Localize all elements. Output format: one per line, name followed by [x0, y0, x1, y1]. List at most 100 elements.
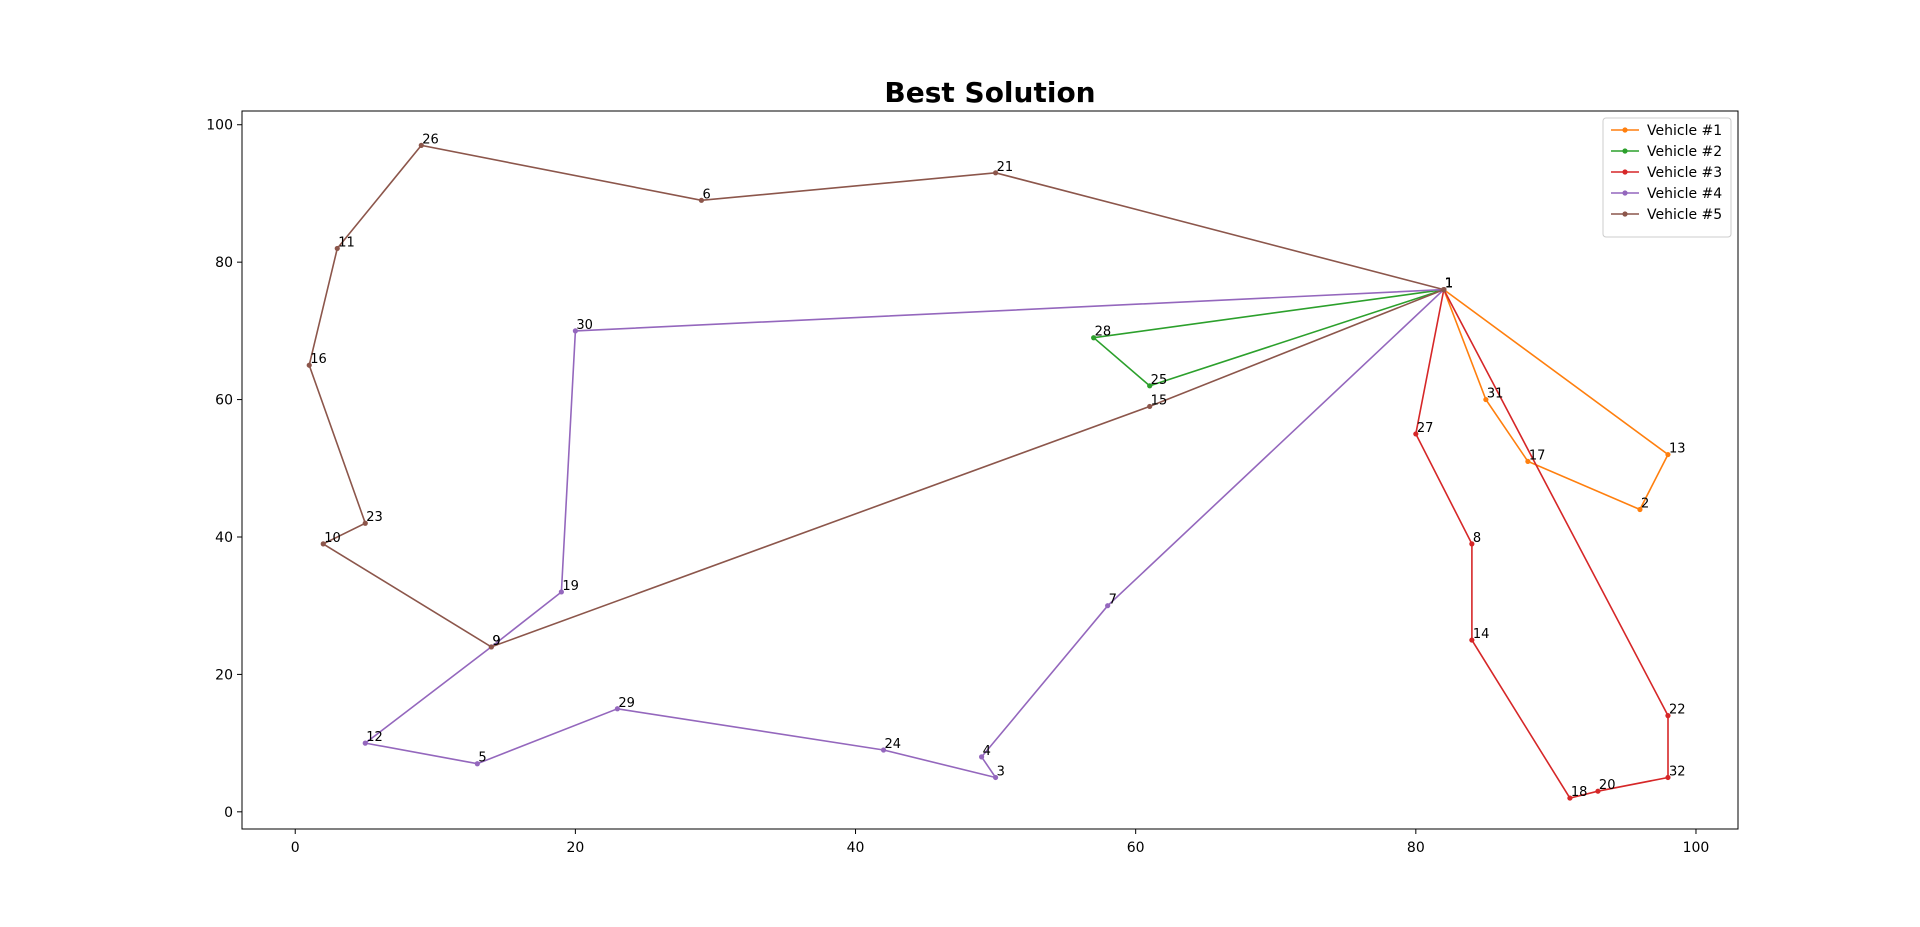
node-label: 1 — [1445, 277, 1453, 292]
legend-label: Vehicle #3 — [1647, 165, 1722, 181]
node-label: 8 — [1473, 531, 1481, 546]
x-tick-label: 100 — [1683, 840, 1710, 856]
route-line — [1443, 288, 1670, 511]
x-tick-label: 40 — [847, 840, 865, 856]
node-label: 13 — [1669, 442, 1686, 457]
route-point — [993, 774, 999, 781]
node-label: 2 — [1641, 497, 1649, 512]
legend-swatch-marker — [1622, 127, 1628, 133]
node-label: 17 — [1529, 448, 1546, 463]
node-label: 1 — [1445, 277, 1453, 292]
route-line — [363, 288, 1445, 779]
chart-title: Best Solution — [884, 76, 1096, 109]
legend-item: Vehicle #1 — [1611, 123, 1722, 139]
node-label: 5 — [478, 751, 486, 766]
legend-swatch-marker — [1622, 211, 1628, 217]
node-label: 15 — [1151, 393, 1168, 408]
route-point — [1413, 431, 1419, 437]
route-point — [614, 706, 621, 712]
series-vehicle-1 — [1441, 287, 1671, 513]
node-label: 6 — [702, 187, 710, 202]
route-point — [1525, 458, 1531, 465]
node-label: 1 — [1445, 277, 1453, 292]
node-label: 18 — [1571, 785, 1588, 800]
route-point — [1469, 637, 1475, 643]
axes-frame — [241, 110, 1739, 830]
legend-item: Vehicle #3 — [1611, 165, 1722, 181]
x-tick-label: 80 — [1407, 840, 1425, 856]
route-point — [488, 644, 494, 650]
route-point — [572, 328, 578, 334]
node-label: 4 — [983, 744, 991, 759]
node-label: 14 — [1473, 627, 1490, 642]
node-label: 16 — [310, 352, 327, 367]
node-label: 1 — [1445, 277, 1453, 292]
route-line — [1091, 288, 1445, 387]
node-label: 1 — [1445, 277, 1453, 292]
route-point — [1637, 506, 1643, 513]
route-point — [1567, 795, 1573, 801]
y-tick-label: 0 — [224, 805, 233, 821]
x-tick-label: 20 — [566, 840, 584, 856]
node-label: 1 — [1445, 277, 1453, 292]
route-point — [474, 761, 480, 767]
node-label: 30 — [576, 318, 593, 333]
route-point — [362, 740, 368, 746]
legend-item: Vehicle #4 — [1611, 186, 1722, 202]
series-vehicle-3 — [1413, 287, 1671, 801]
node-label: 11 — [338, 235, 355, 250]
legend-box — [1602, 117, 1732, 238]
route-line — [1414, 289, 1669, 800]
y-tick-label: 40 — [215, 530, 233, 546]
route-point — [1091, 335, 1097, 341]
route-point — [334, 245, 340, 252]
legend: Vehicle #1 Vehicle #2 Vehicle #3 Vehicle #4… — [1602, 117, 1732, 238]
node-label: 23 — [366, 510, 383, 525]
node-label: 25 — [1151, 373, 1168, 388]
node-label: 9 — [492, 634, 500, 649]
node-label: 22 — [1669, 703, 1686, 718]
node-label: 27 — [1417, 421, 1434, 436]
node-label: 1 — [1445, 277, 1453, 292]
route-point — [993, 170, 999, 176]
node-label: 19 — [562, 579, 579, 594]
route-point — [320, 541, 326, 547]
route-point — [1147, 403, 1153, 410]
node-label: 7 — [1109, 593, 1117, 608]
route-point — [1665, 451, 1671, 458]
route-point — [1665, 774, 1671, 781]
legend-label: Vehicle #1 — [1647, 123, 1722, 139]
x-tick-label: 60 — [1127, 840, 1145, 856]
node-label: 26 — [422, 132, 439, 147]
legend-label: Vehicle #4 — [1647, 186, 1722, 202]
route-point — [978, 754, 985, 760]
legend-item: Vehicle #5 — [1611, 207, 1722, 223]
y-tick-label: 20 — [215, 667, 233, 683]
route-point — [698, 197, 705, 203]
legend-swatch-marker — [1622, 169, 1628, 175]
legend-item: Vehicle #2 — [1611, 144, 1722, 160]
route-line — [308, 144, 1445, 648]
node-label: 12 — [366, 730, 383, 745]
node-label: 3 — [997, 764, 1005, 779]
route-point — [1595, 788, 1601, 794]
node-label: 10 — [324, 531, 341, 546]
node-label: 9 — [492, 634, 500, 649]
tick-layer: 0 20 40 60 80 100 0 20 40 60 80 100 — [206, 118, 1709, 856]
route-point — [1441, 287, 1447, 293]
route-point — [880, 747, 887, 753]
node-label: 32 — [1669, 764, 1686, 779]
y-tick-label: 60 — [215, 393, 233, 409]
route-point — [418, 142, 424, 148]
route-point — [362, 520, 368, 526]
route-point — [1665, 713, 1671, 719]
series-vehicle-4 — [362, 287, 1447, 781]
legend-swatch-marker — [1622, 190, 1628, 196]
node-label: 1 — [1445, 277, 1453, 292]
route-point — [1469, 541, 1475, 547]
node-label: 1 — [1445, 277, 1453, 292]
legend-label: Vehicle #5 — [1647, 207, 1722, 223]
node-label: 31 — [1487, 387, 1504, 402]
route-point — [1483, 396, 1489, 403]
